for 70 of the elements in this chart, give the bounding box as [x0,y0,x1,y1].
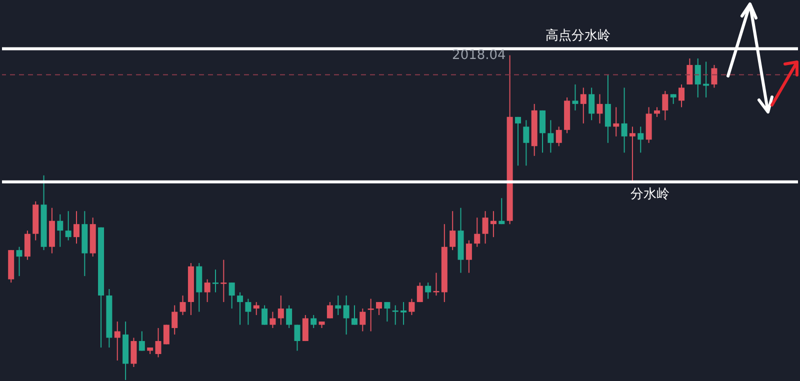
annotation: 2018.04 [452,48,506,64]
candlestick [310,314,317,329]
candlestick [138,330,145,352]
candlestick [433,272,440,296]
candlestick [130,337,137,368]
candlestick [245,298,252,326]
candlestick [482,210,488,244]
candlestick [490,210,496,238]
candlestick [638,126,644,154]
candlestick [286,304,292,329]
candlestick [220,259,227,303]
candlestick [654,106,660,118]
candlestick [596,94,603,124]
ref-line-label: 高点分水岭 [546,28,610,44]
candlestick [384,302,390,322]
candlestick [368,298,374,332]
candlestick [474,217,480,248]
candlestick [678,84,685,108]
candlestick [670,94,676,104]
candlestick [326,302,333,319]
candlestick [711,64,718,88]
candlestick [163,324,170,345]
candlestick [686,58,693,85]
candlestick [262,304,268,326]
candlestick [425,282,432,300]
candlestick [450,210,456,251]
candlestick [662,90,668,121]
candlestick [302,314,308,342]
candlestick [580,87,586,124]
candlestick [351,304,358,326]
candlestick [540,110,546,154]
candlestick [466,240,472,274]
candlestick [548,120,554,154]
candlestick [604,74,611,144]
candlestick [24,230,30,260]
candlestick [523,120,530,166]
candlestick [237,292,244,326]
candlestick [588,87,595,121]
candlestick [694,58,701,98]
candlestick [416,282,423,303]
candlestick [114,321,120,362]
candlestick [343,295,350,336]
candlestick [155,328,162,358]
candlestick [360,308,366,332]
candlestick [572,84,578,111]
candlestick [408,298,415,316]
candlestick [392,304,398,326]
candlestick [515,116,521,166]
candlestick [556,126,562,147]
ref-line-label: 分水岭 [630,186,670,202]
candlestick [212,269,218,293]
candlestick [270,311,276,329]
candlestick [335,295,342,316]
candlestick [629,126,636,182]
candlestick [73,210,80,244]
candlestick [376,302,382,316]
candlestick [294,324,300,352]
candlestick [180,295,186,316]
candlestick [613,106,620,137]
candlestick [498,198,505,225]
candlestick [400,302,407,326]
candlestick [204,278,210,303]
candlestick [16,246,22,277]
candlestick [65,210,72,241]
candlestick [278,295,284,326]
candlestick [228,282,235,310]
candlestick [253,302,260,316]
candlestick [172,304,178,336]
candlestick [621,87,628,154]
candlestick [57,214,64,248]
